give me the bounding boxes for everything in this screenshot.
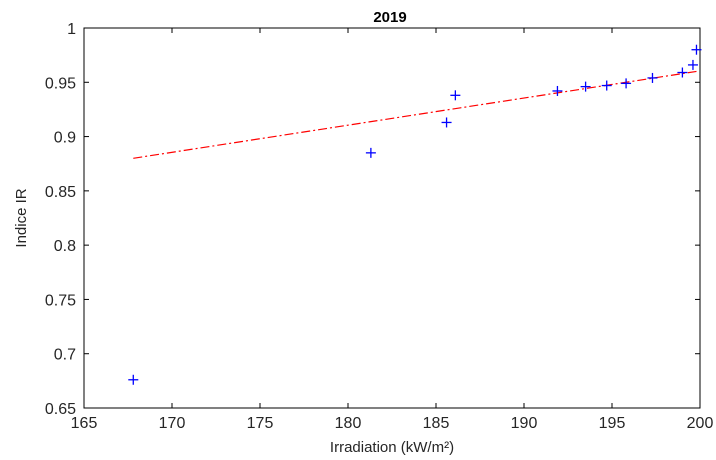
- x-tick-label: 195: [599, 415, 626, 432]
- y-tick-label: 1: [67, 21, 76, 38]
- data-point-marker: [450, 90, 461, 101]
- x-tick-label: 170: [159, 415, 186, 432]
- chart-title: 2019: [373, 9, 406, 26]
- y-tick-label: 0.65: [45, 401, 76, 418]
- x-axis: 165 170 175 180 185 190 195 200: [71, 28, 714, 432]
- y-tick-label: 0.85: [45, 184, 76, 201]
- y-tick-label: 0.95: [45, 75, 76, 92]
- x-axis-label: Irradiation (kW/m²): [330, 439, 454, 456]
- data-point-marker: [687, 59, 698, 70]
- x-tick-label: 180: [335, 415, 362, 432]
- data-point-marker: [580, 81, 591, 92]
- trend-line: [133, 70, 697, 159]
- plot-area-frame: [83, 27, 701, 409]
- data-point-marker: [647, 72, 658, 83]
- data-point-marker: [677, 67, 688, 78]
- x-tick-label: 165: [71, 415, 98, 432]
- data-point-marker: [128, 374, 139, 385]
- y-tick-label: 0.7: [54, 347, 76, 364]
- data-point-marker: [691, 44, 702, 55]
- x-tick-label: 190: [511, 415, 538, 432]
- y-tick-label: 0.75: [45, 292, 76, 309]
- data-point-marker: [552, 85, 563, 96]
- trend-line-layer: [133, 70, 697, 159]
- data-point-marker: [601, 80, 612, 91]
- scatter-points-layer: [128, 44, 702, 385]
- x-tick-label: 175: [247, 415, 274, 432]
- x-tick-label: 185: [423, 415, 450, 432]
- y-axis: 0.65 0.7 0.75 0.8 0.85 0.9 0.95 1: [45, 21, 700, 418]
- data-point-marker: [365, 147, 376, 158]
- y-tick-label: 0.8: [54, 238, 76, 255]
- y-tick-label: 0.9: [54, 130, 76, 147]
- data-point-marker: [441, 117, 452, 128]
- x-tick-label: 200: [687, 415, 714, 432]
- y-axis-label: Indice IR: [13, 188, 30, 247]
- data-point-marker: [621, 78, 632, 89]
